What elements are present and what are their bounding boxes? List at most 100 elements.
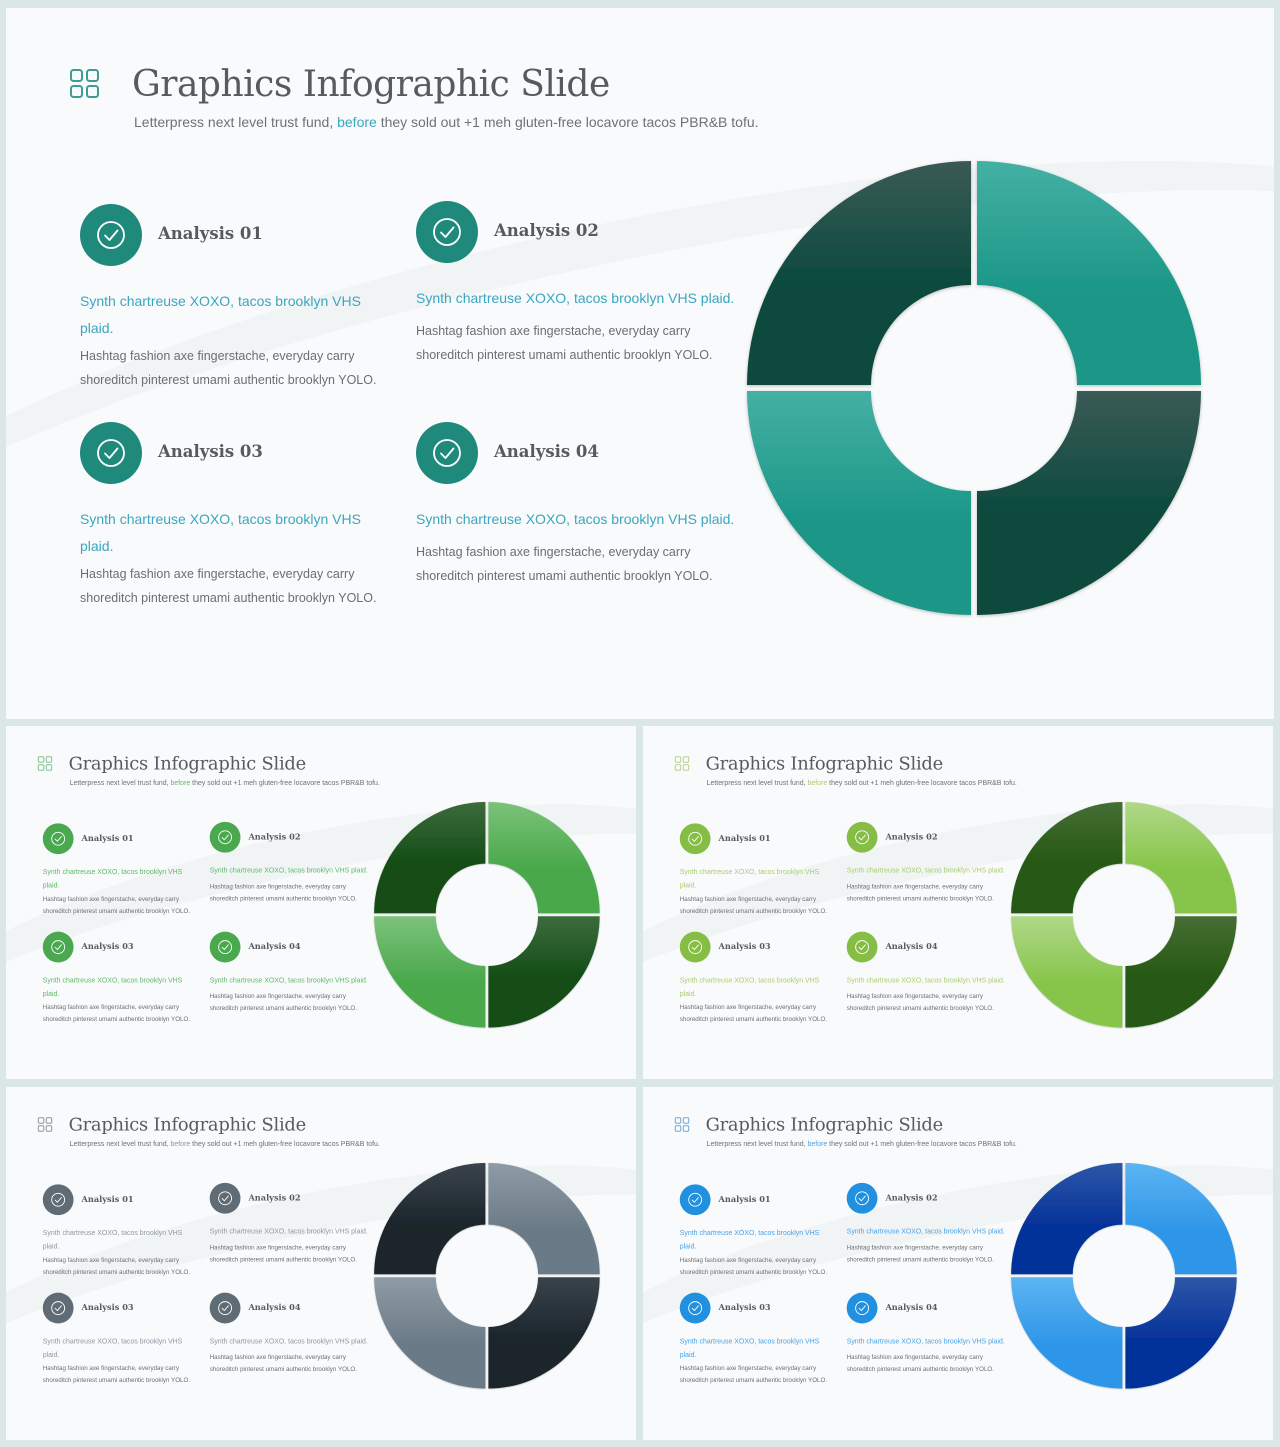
subtitle-text-end: they sold out +1 meh gluten-free locavor…: [376, 114, 759, 130]
check-circle-icon: [679, 931, 711, 963]
slide-title: Graphics Infographic Slide: [132, 64, 610, 105]
slide-title: Graphics Infographic Slide: [68, 1114, 307, 1136]
grid-icon: [37, 1117, 53, 1132]
analysis-text: Hashtag fashion axe fingerstache, everyd…: [679, 1256, 828, 1276]
check-circle-icon: [209, 821, 241, 853]
analysis-heading: Analysis 03: [81, 1302, 134, 1313]
analysis-lead: Synth chartreuse XOXO, tacos brooklyn VH…: [679, 1336, 820, 1359]
analysis-heading: Analysis 04: [494, 442, 599, 461]
analysis-heading: Analysis 01: [718, 1194, 771, 1204]
analysis-heading: Analysis 02: [885, 831, 938, 842]
analysis-text: Hashtag fashion axe fingerstache, everyd…: [80, 567, 377, 605]
analysis-heading: Analysis 02: [494, 221, 599, 240]
slide-content: Graphics Infographic Slide Letterpress n…: [6, 726, 636, 1079]
check-circle-icon: [416, 422, 478, 484]
check-circle-icon: [42, 823, 74, 855]
slide-subtitle: Letterpress next level trust fund, befor…: [70, 779, 380, 787]
subtitle-highlight: before: [807, 778, 828, 787]
slide-subtitle: Letterpress next level trust fund, befor…: [707, 1140, 1017, 1148]
analysis-lead: Synth chartreuse XOXO, tacos brooklyn VH…: [209, 975, 368, 984]
analysis-text: Hashtag fashion axe fingerstache, everyd…: [679, 1003, 828, 1023]
analysis-text: Hashtag fashion axe fingerstache, everyd…: [846, 992, 994, 1012]
subtitle-highlight: before: [170, 1139, 191, 1148]
subtitle-text-start: Letterpress next level trust fund,: [134, 114, 338, 130]
donut-segment-top-right: [1125, 802, 1237, 914]
subtitle-text-start: Letterpress next level trust fund,: [69, 1139, 171, 1148]
analysis-text: Hashtag fashion axe fingerstache, everyd…: [416, 545, 713, 583]
analysis-heading: Analysis 04: [885, 1302, 938, 1313]
donut-segment-bottom-left: [374, 916, 486, 1028]
analysis-heading: Analysis 03: [718, 941, 771, 952]
analysis-text: Hashtag fashion axe fingerstache, everyd…: [679, 1364, 828, 1384]
analysis-heading: Analysis 04: [248, 941, 301, 952]
analysis-heading: Analysis 01: [81, 833, 134, 843]
slide-green: Graphics Infographic Slide Letterpress n…: [6, 726, 636, 1079]
slide-content: Graphics Infographic Slide Letterpress n…: [643, 726, 1273, 1079]
analysis-lead: Synth chartreuse XOXO, tacos brooklyn VH…: [416, 290, 735, 306]
donut-segment-bottom-right: [1125, 1277, 1237, 1389]
slide-content: Graphics Infographic Slide Letterpress n…: [643, 1087, 1273, 1440]
analysis-lead: Synth chartreuse XOXO, tacos brooklyn VH…: [42, 1228, 183, 1250]
subtitle-highlight: before: [170, 778, 191, 787]
check-circle-icon: [42, 1292, 74, 1324]
subtitle-text-end: they sold out +1 meh gluten-free locavor…: [190, 778, 380, 787]
donut-segment-bottom-left: [1011, 1277, 1123, 1389]
analysis-heading: Analysis 04: [248, 1302, 301, 1313]
check-circle-icon: [846, 1182, 878, 1214]
check-circle-icon: [42, 1184, 74, 1216]
analysis-text: Hashtag fashion axe fingerstache, everyd…: [846, 882, 994, 902]
subtitle-text-start: Letterpress next level trust fund,: [69, 778, 171, 787]
analysis-lead: Synth chartreuse XOXO, tacos brooklyn VH…: [42, 975, 183, 998]
slide-title: Graphics Infographic Slide: [68, 753, 307, 775]
analysis-lead: Synth chartreuse XOXO, tacos brooklyn VH…: [846, 1227, 1005, 1236]
analysis-heading: Analysis 03: [81, 941, 134, 952]
analysis-text: Hashtag fashion axe fingerstache, everyd…: [209, 882, 357, 902]
subtitle-highlight: before: [337, 114, 377, 130]
subtitle-text-start: Letterpress next level trust fund,: [706, 778, 808, 787]
donut-segment-top-left: [374, 1163, 486, 1275]
analysis-text: Hashtag fashion axe fingerstache, everyd…: [209, 1353, 357, 1373]
analysis-heading: Analysis 02: [248, 1192, 301, 1203]
slide-title: Graphics Infographic Slide: [705, 753, 944, 775]
donut-segment-top-left: [374, 802, 486, 914]
slide-content: Graphics Infographic Slide Letterpress n…: [6, 8, 1274, 719]
analysis-lead: Synth chartreuse XOXO, tacos brooklyn VH…: [846, 975, 1005, 984]
analysis-text: Hashtag fashion axe fingerstache, everyd…: [846, 1243, 994, 1263]
analysis-lead: Synth chartreuse XOXO, tacos brooklyn VH…: [846, 866, 1005, 875]
analysis-heading: Analysis 03: [158, 442, 263, 461]
slide-title: Graphics Infographic Slide: [705, 1114, 944, 1136]
subtitle-text-end: they sold out +1 meh gluten-free locavor…: [827, 1139, 1017, 1148]
check-circle-icon: [679, 1292, 711, 1324]
check-circle-icon: [679, 1184, 711, 1216]
donut-chart: [374, 802, 600, 1028]
analysis-lead: Synth chartreuse XOXO, tacos brooklyn VH…: [679, 867, 820, 889]
donut-segment-top-right: [977, 161, 1201, 385]
donut-segment-bottom-left: [1011, 916, 1123, 1028]
analysis-text: Hashtag fashion axe fingerstache, everyd…: [42, 1003, 191, 1023]
grid-icon: [674, 1117, 690, 1132]
analysis-lead: Synth chartreuse XOXO, tacos brooklyn VH…: [846, 1336, 1005, 1345]
analysis-text: Hashtag fashion axe fingerstache, everyd…: [846, 1353, 994, 1373]
donut-segment-top-left: [747, 161, 971, 385]
donut-segment-bottom-right: [1125, 916, 1237, 1028]
slide-slate: Graphics Infographic Slide Letterpress n…: [6, 1087, 636, 1440]
donut-segment-bottom-left: [747, 391, 971, 615]
analysis-lead: Synth chartreuse XOXO, tacos brooklyn VH…: [679, 1228, 820, 1250]
check-circle-icon: [42, 931, 74, 963]
grid-icon: [674, 756, 690, 771]
analysis-text: Hashtag fashion axe fingerstache, everyd…: [80, 349, 377, 387]
analysis-text: Hashtag fashion axe fingerstache, everyd…: [209, 1243, 357, 1263]
slide-blue: Graphics Infographic Slide Letterpress n…: [643, 1087, 1273, 1440]
check-circle-icon: [209, 1292, 241, 1324]
check-circle-icon: [846, 931, 878, 963]
subtitle-text-start: Letterpress next level trust fund,: [706, 1139, 808, 1148]
analysis-heading: Analysis 04: [885, 941, 938, 952]
analysis-heading: Analysis 02: [248, 831, 301, 842]
check-circle-icon: [679, 823, 711, 855]
grid-icon: [70, 69, 99, 98]
check-circle-icon: [416, 201, 478, 263]
check-circle-icon: [80, 422, 142, 484]
analysis-heading: Analysis 01: [158, 224, 263, 243]
analysis-lead: Synth chartreuse XOXO, tacos brooklyn VH…: [80, 511, 361, 554]
donut-chart: [1011, 1163, 1237, 1389]
